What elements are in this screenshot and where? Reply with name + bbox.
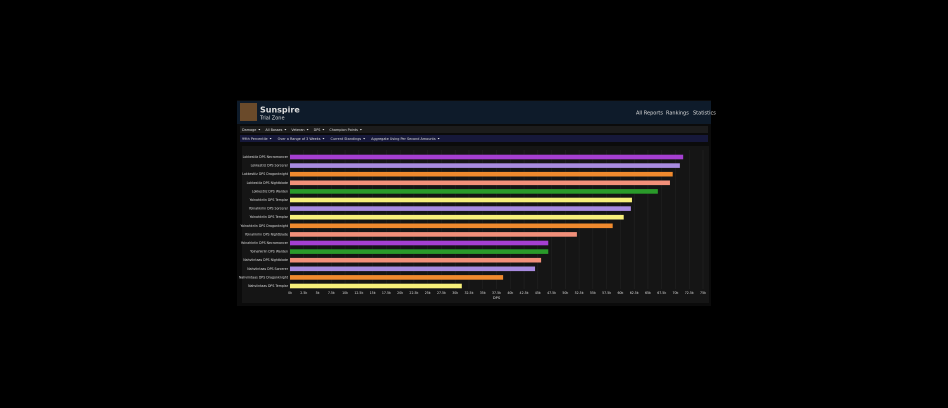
x-tick-label: 72.5k	[685, 291, 694, 295]
bar	[290, 180, 670, 186]
dropdown-arrow	[269, 138, 272, 140]
y-tick-label: Nahviintaas DPS Templar	[248, 284, 289, 288]
nav-link[interactable]: All Reports	[636, 111, 663, 117]
x-tick-label: 50k	[562, 291, 568, 295]
x-tick-label: 40k	[507, 291, 513, 295]
bar	[290, 171, 673, 177]
header-bar	[237, 101, 711, 124]
x-tick-label: 27.5k	[437, 291, 446, 295]
filter-dropdown[interactable]: Over a Range of 3 Weeks	[278, 137, 321, 141]
x-tick-label: 52.5k	[575, 291, 584, 295]
bar	[290, 197, 632, 203]
zone-subtitle: Trial Zone	[259, 116, 285, 122]
y-tick-label: Yolnahkriin DPS Dragonknight	[241, 224, 289, 228]
filter-dropdown[interactable]: Champion Points	[329, 128, 358, 132]
x-tick-label: 55k	[590, 291, 596, 295]
x-tick-label: 20k	[397, 291, 403, 295]
y-tick-label: Yolnahkriin DPS Necromancer	[241, 241, 289, 245]
bar	[290, 163, 680, 168]
zone-icon	[240, 103, 257, 121]
x-tick-label: 0k	[288, 291, 292, 295]
filter-dropdown[interactable]: All Bosses	[265, 128, 282, 132]
filter-row	[240, 135, 708, 142]
dropdown-arrow	[322, 138, 325, 140]
dropdown-arrow	[363, 138, 366, 140]
y-tick-label: Lokkestiiz DPS Warden	[252, 189, 288, 193]
filter-dropdown[interactable]: Current Standings	[330, 137, 361, 141]
x-tick-label: 37.5k	[492, 291, 501, 295]
x-tick-label: 10k	[342, 291, 348, 295]
y-tick-label: Nahviintaas DPS Sorcerer	[247, 267, 288, 271]
bar	[290, 189, 658, 194]
y-tick-label: Lokkestiiz DPS Nightblade	[247, 181, 288, 185]
x-axis-label: DPS	[493, 296, 501, 300]
nav-link[interactable]: Rankings	[666, 111, 689, 117]
y-tick-label: Nahviintaas DPS Dragonknight	[239, 275, 289, 279]
x-tick-label: 32.5k	[464, 291, 473, 295]
x-tick-label: 62.5k	[630, 291, 639, 295]
filter-row	[240, 126, 708, 133]
y-tick-label: Yolnahkriin DPS Warden	[250, 250, 288, 254]
x-tick-label: 45k	[535, 291, 541, 295]
bar	[290, 257, 542, 263]
x-tick-label: 25k	[425, 291, 431, 295]
y-tick-label: Yolnahkriin DPS Sorcerer	[249, 207, 289, 211]
filter-dropdown[interactable]: DPS	[314, 128, 321, 132]
bar	[290, 154, 684, 160]
x-tick-label: 7.5k	[328, 291, 335, 295]
x-tick-label: 42.5k	[520, 291, 529, 295]
x-tick-label: 5k	[316, 291, 320, 295]
bar	[290, 240, 549, 246]
filter-bar: Damage All Bosses Veteran DPS Champion Point…	[240, 126, 708, 142]
x-tick-label: 65k	[645, 291, 651, 295]
filter-dropdown[interactable]: Veteran	[291, 128, 304, 132]
y-tick-label: Lokkestiiz DPS Necromancer	[243, 155, 289, 159]
chart: 0k 2.5k 5k 7.5k 10k 12.5k 15k 17.5k 20k 22.5k 25k 2…	[239, 150, 706, 300]
bar	[290, 223, 613, 229]
y-tick-label: Yolnahkriin DPS Templar	[250, 215, 289, 219]
x-tick-label: 70k	[673, 291, 679, 295]
bar	[290, 214, 624, 220]
zone-title: Sunspire	[260, 106, 300, 115]
x-tick-label: 30k	[452, 291, 458, 295]
x-tick-label: 47.5k	[547, 291, 556, 295]
x-tick-label: 60k	[617, 291, 623, 295]
dropdown-arrow	[306, 129, 309, 131]
x-tick-label: 57.5k	[602, 291, 611, 295]
y-tick-label: Yolnahkriin DPS Templar	[250, 198, 289, 202]
dropdown-arrow	[359, 129, 362, 131]
y-tick-label: Lokkestiiz DPS Sorcerer	[251, 164, 289, 168]
bar	[290, 206, 631, 211]
filter-dropdown[interactable]: 99th Percentile	[242, 137, 268, 141]
x-tick-label: 22.5k	[409, 291, 418, 295]
bar	[290, 266, 536, 272]
dropdown-arrow	[437, 138, 440, 140]
bar	[290, 232, 577, 237]
y-tick-label: Lokkestiiz DPS Dragonknight	[242, 172, 288, 176]
dropdown-arrow	[284, 129, 287, 131]
bar	[290, 283, 462, 289]
x-tick-label: 17.5k	[382, 291, 391, 295]
nav-link[interactable]: Statistics	[693, 111, 716, 117]
x-tick-label: 2.5k	[300, 291, 307, 295]
y-tick-label: Nahviintaas DPS Nightblade	[243, 258, 288, 262]
x-tick-label: 35k	[480, 291, 486, 295]
filter-dropdown[interactable]: Damage	[242, 128, 256, 132]
x-tick-label: 75k	[700, 291, 706, 295]
bar	[290, 275, 504, 280]
filter-dropdown[interactable]: Aggregate Using Per Second Amounts	[371, 137, 436, 141]
x-tick-label: 12.5k	[354, 291, 363, 295]
x-tick-label: 67.5k	[657, 291, 666, 295]
x-tick-label: 15k	[370, 291, 376, 295]
dropdown-arrow	[258, 129, 261, 131]
dropdown-arrow	[322, 129, 325, 131]
y-tick-label: Yolnahkriin DPS Nightblade	[245, 232, 288, 236]
bar	[290, 249, 549, 254]
